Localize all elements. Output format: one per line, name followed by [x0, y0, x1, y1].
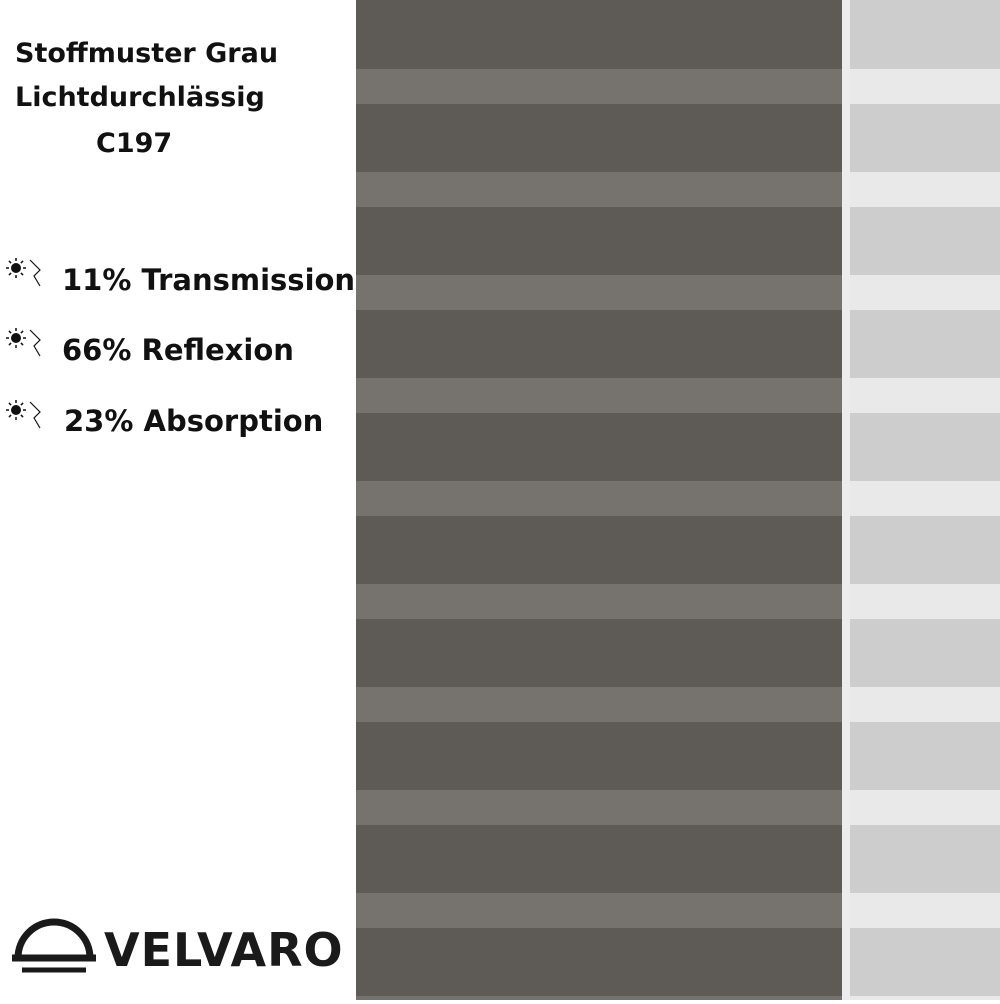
ray: [8, 330, 12, 334]
stripe: [850, 481, 1000, 516]
icons: [6, 258, 41, 429]
ray: [20, 414, 24, 418]
stripe: [850, 584, 1000, 619]
stripe: [850, 687, 1000, 722]
divider: [842, 0, 850, 1000]
stripe: [356, 584, 842, 619]
arrow: [29, 401, 41, 429]
ray: [20, 342, 24, 346]
ray: [8, 260, 12, 264]
ray: [20, 272, 24, 276]
stripe: [356, 687, 842, 722]
ray: [8, 272, 12, 276]
sun: [11, 333, 21, 343]
stripe: [356, 275, 842, 310]
sun-icon: [6, 400, 41, 429]
ray: [8, 342, 12, 346]
stripe: [356, 69, 842, 104]
stripe: [356, 481, 842, 516]
stripe: [850, 69, 1000, 104]
sun: [11, 405, 21, 415]
feature: 23% Absorption: [64, 404, 323, 438]
stripe: [850, 172, 1000, 207]
stripe: [356, 996, 842, 1004]
stripe: [356, 378, 842, 413]
stripe: [850, 378, 1000, 413]
stripe: [850, 996, 1000, 1004]
ray: [8, 402, 12, 406]
arrow: [29, 259, 41, 287]
stripes: [356, 69, 1000, 1004]
arrow: [29, 329, 41, 357]
sun: [11, 263, 21, 273]
stripe: [850, 893, 1000, 928]
title-line: Stoffmuster Grau: [15, 38, 278, 69]
stripe: [356, 172, 842, 207]
title-line: Lichtdurchlässig: [15, 82, 265, 113]
stripe: [356, 893, 842, 928]
stripe: [850, 790, 1000, 825]
brand: VELVARO: [104, 923, 344, 977]
stripe: [356, 790, 842, 825]
stripe: [850, 275, 1000, 310]
title-code: C197: [96, 128, 172, 159]
ray: [20, 402, 24, 406]
logo: [12, 918, 96, 973]
ray: [8, 414, 12, 418]
sun-icon: [6, 328, 41, 357]
ray: [20, 260, 24, 264]
feature: 66% Reflexion: [62, 333, 294, 367]
ray: [20, 330, 24, 334]
feature: 11% Transmission: [62, 263, 355, 297]
sun-icon: [6, 258, 41, 287]
